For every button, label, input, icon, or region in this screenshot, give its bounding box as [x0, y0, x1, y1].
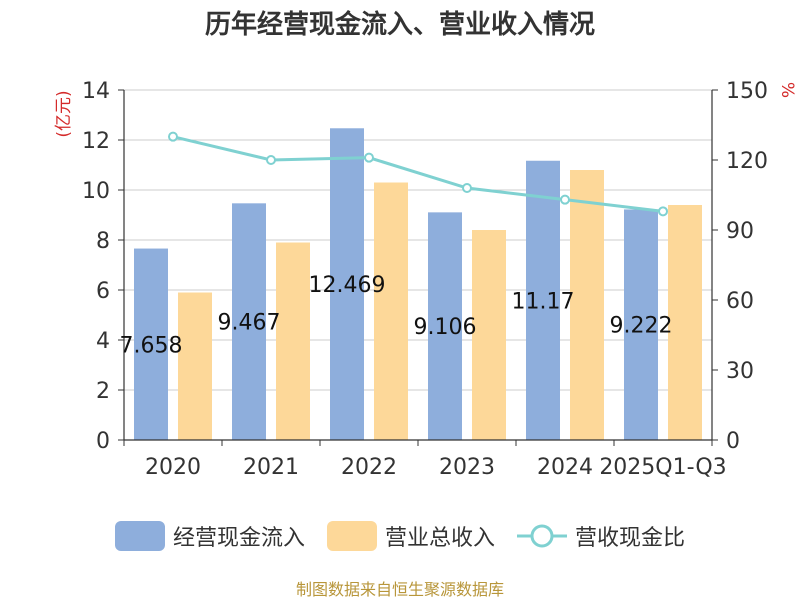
y-left-tick-label: 0	[96, 429, 110, 454]
bar-revenue	[570, 170, 604, 440]
legend-swatch-revenue	[326, 521, 377, 551]
data-label-cash-inflow: 11.17	[512, 289, 575, 314]
bar-series	[134, 128, 702, 440]
y-right-tick-label: 0	[726, 429, 740, 454]
y-right-tick-label: 120	[726, 149, 768, 174]
bar-cash-inflow	[526, 160, 560, 440]
chart-title: 历年经营现金流入、营业收入情况	[204, 10, 595, 40]
bar-cash-inflow	[330, 128, 364, 440]
ratio-point	[658, 206, 668, 217]
ratio-point	[462, 183, 472, 193]
y-left-tick-label: 10	[82, 179, 110, 204]
bar-cash-inflow	[232, 203, 266, 440]
ratio-point	[364, 152, 374, 163]
data-labels: 7.658 9.467 12.469 9.106 11.17 9.222	[120, 273, 673, 358]
data-label-cash-inflow: 9.222	[610, 314, 673, 339]
legend: 经营现金流入 营业总收入 营收现金比	[0, 516, 800, 556]
bar-revenue	[472, 230, 506, 440]
ratio-point	[266, 155, 276, 165]
y-left-axis-label: (亿元)	[54, 90, 74, 137]
x-tick-label: 2025Q1-Q3	[599, 455, 726, 480]
legend-label-revenue: 营业总收入	[384, 526, 495, 551]
legend-item-ratio[interactable]: 营收现金比	[517, 520, 685, 552]
gridlines	[124, 89, 712, 391]
bar-cash-inflow	[428, 212, 462, 440]
y-left-tick-label: 8	[96, 229, 110, 254]
ratio-point	[168, 131, 178, 142]
source-footer: 制图数据来自恒生聚源数据库	[295, 580, 504, 599]
x-tick-label: 2022	[341, 455, 397, 480]
y-left-tick-label: 4	[96, 329, 110, 354]
y-left-tick-label: 2	[96, 379, 110, 404]
axes: 0 2 4 6 8 10 12 14 0 30 60 90 120 150 2020 2021 2022 2023…	[82, 79, 768, 480]
data-label-cash-inflow: 7.658	[120, 333, 183, 358]
legend-label-ratio: 营收现金比	[575, 526, 686, 551]
y-left-tick-label: 6	[96, 279, 110, 304]
bar-revenue	[668, 205, 702, 440]
legend-label-cash-inflow: 经营现金流入	[172, 526, 305, 551]
data-label-cash-inflow: 9.467	[218, 311, 281, 336]
y-right-tick-label: 30	[726, 359, 754, 384]
legend-swatch-ratio	[517, 524, 567, 548]
y-left-tick-label: 14	[82, 79, 110, 104]
data-label-cash-inflow: 12.469	[309, 273, 386, 298]
ratio-line	[172, 135, 664, 213]
ratio-line-series	[168, 131, 668, 217]
bar-revenue	[276, 242, 310, 440]
y-right-tick-label: 90	[726, 219, 754, 244]
bar-revenue	[178, 292, 212, 440]
bar-cash-inflow	[134, 248, 168, 440]
x-tick-label: 2020	[145, 455, 201, 480]
x-tick-label: 2023	[439, 455, 495, 480]
y-right-tick-label: 150	[726, 79, 768, 104]
y-right-tick-label: 60	[726, 289, 754, 314]
x-tick-label: 2021	[243, 455, 299, 480]
x-tick-label: 2024	[537, 455, 593, 480]
bar-cash-inflow	[624, 209, 658, 440]
y-right-axis-label: %	[777, 82, 797, 98]
ratio-point	[560, 194, 570, 205]
bar-revenue	[374, 182, 408, 440]
y-left-tick-label: 12	[82, 129, 110, 154]
legend-item-revenue[interactable]: 营业总收入	[326, 520, 495, 552]
data-label-cash-inflow: 9.106	[414, 315, 477, 340]
legend-item-cash-inflow[interactable]: 经营现金流入	[114, 520, 305, 552]
legend-swatch-cash-inflow	[114, 521, 165, 551]
